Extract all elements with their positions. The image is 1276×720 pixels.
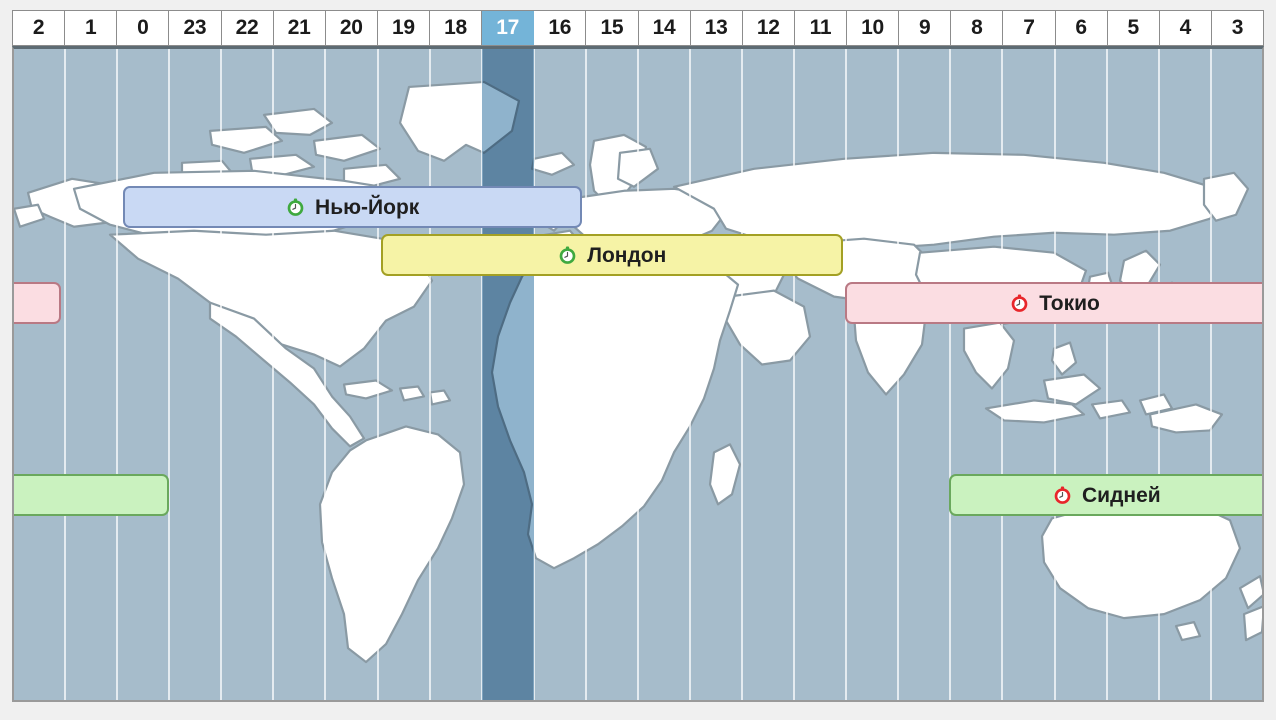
hour-cell-22[interactable]: 22	[221, 11, 274, 45]
city-bar-wrap-2[interactable]	[14, 282, 62, 324]
hour-scale-header: 2 1 0 23 22 21 20 19 18 17 16 15 14 13 12 11 10 9 8 7 6 5 4 3	[12, 10, 1264, 46]
city-bar-2[interactable]: Токио	[845, 282, 1262, 324]
city-bar-wrap-3[interactable]	[14, 474, 169, 516]
clock-icon-red	[1054, 486, 1071, 504]
hour-cell-6[interactable]: 6	[1055, 11, 1108, 45]
city-bar-1[interactable]: Лондон	[380, 234, 843, 276]
city-bar-3[interactable]: Сидней	[948, 474, 1262, 516]
hour-cell-5[interactable]: 5	[1107, 11, 1160, 45]
clock-icon-green	[559, 246, 576, 264]
hour-cell-11[interactable]: 11	[794, 11, 847, 45]
city-name-label: Лондон	[587, 243, 667, 267]
hour-cell-13[interactable]: 13	[690, 11, 743, 45]
hour-cell-17[interactable]: 17	[482, 11, 535, 45]
city-name-label: Токио	[1039, 291, 1100, 315]
hour-cell-16[interactable]: 16	[534, 11, 587, 45]
hour-cell-21[interactable]: 21	[273, 11, 326, 45]
city-bars-layer: Нью-Йорк Лондон Токио Сидней	[14, 49, 1262, 700]
hour-cell-20[interactable]: 20	[325, 11, 378, 45]
hour-cell-1[interactable]: 1	[65, 11, 118, 45]
hour-cell-2[interactable]: 2	[13, 11, 66, 45]
hour-cell-4[interactable]: 4	[1159, 11, 1212, 45]
hour-cell-23[interactable]: 23	[169, 11, 222, 45]
hour-cell-14[interactable]: 14	[638, 11, 691, 45]
hour-cell-12[interactable]: 12	[742, 11, 795, 45]
hour-cell-0[interactable]: 0	[117, 11, 170, 45]
city-name-label: Нью-Йорк	[315, 195, 420, 219]
hour-cell-18[interactable]: 18	[430, 11, 483, 45]
hour-cell-8[interactable]: 8	[951, 11, 1004, 45]
city-name-label: Сидней	[1082, 483, 1161, 507]
hour-cell-15[interactable]: 15	[586, 11, 639, 45]
hour-cell-3[interactable]: 3	[1211, 11, 1264, 45]
clock-icon-green	[287, 198, 304, 216]
hour-cell-10[interactable]: 10	[847, 11, 900, 45]
hour-cell-19[interactable]: 19	[377, 11, 430, 45]
city-bar-0[interactable]: Нью-Йорк	[122, 186, 582, 228]
hour-cell-9[interactable]: 9	[899, 11, 952, 45]
world-map-frame[interactable]: Нью-Йорк Лондон Токио Сидней	[12, 46, 1264, 702]
clock-icon-red	[1011, 294, 1028, 312]
hour-cell-7[interactable]: 7	[1003, 11, 1056, 45]
